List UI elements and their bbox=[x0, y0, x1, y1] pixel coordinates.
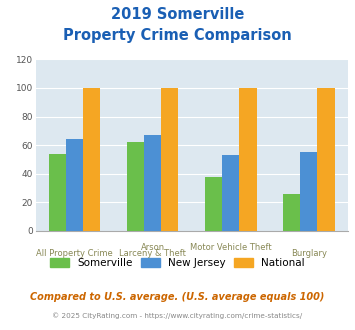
Bar bbox=[49, 154, 66, 231]
Text: Larceny & Theft: Larceny & Theft bbox=[119, 249, 186, 258]
Legend: Somerville, New Jersey, National: Somerville, New Jersey, National bbox=[48, 256, 307, 270]
Text: Arson: Arson bbox=[141, 243, 165, 251]
Bar bbox=[239, 88, 257, 231]
Bar bbox=[300, 152, 317, 231]
Bar bbox=[205, 177, 222, 231]
Bar bbox=[317, 88, 335, 231]
Text: All Property Crime: All Property Crime bbox=[36, 249, 113, 258]
Bar bbox=[144, 135, 161, 231]
Bar bbox=[222, 155, 239, 231]
Text: Property Crime Comparison: Property Crime Comparison bbox=[63, 28, 292, 43]
Text: © 2025 CityRating.com - https://www.cityrating.com/crime-statistics/: © 2025 CityRating.com - https://www.city… bbox=[53, 312, 302, 318]
Text: Compared to U.S. average. (U.S. average equals 100): Compared to U.S. average. (U.S. average … bbox=[30, 292, 325, 302]
Text: 2019 Somerville: 2019 Somerville bbox=[111, 7, 244, 21]
Text: Motor Vehicle Theft: Motor Vehicle Theft bbox=[190, 243, 272, 251]
Bar bbox=[66, 140, 83, 231]
Bar bbox=[161, 88, 179, 231]
Bar bbox=[283, 194, 300, 231]
Bar bbox=[127, 142, 144, 231]
Text: Burglary: Burglary bbox=[291, 249, 327, 258]
Bar bbox=[83, 88, 100, 231]
